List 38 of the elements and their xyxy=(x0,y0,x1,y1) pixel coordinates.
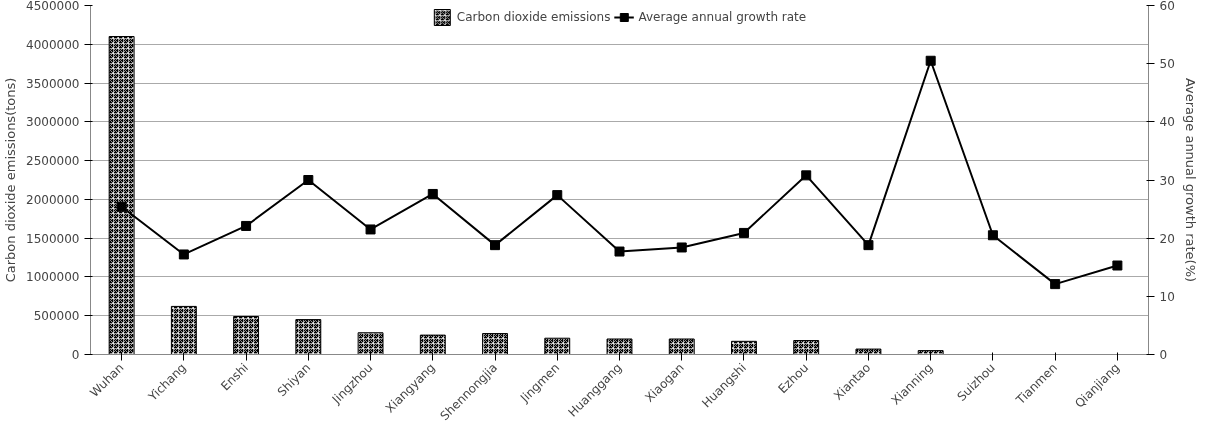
y-tick-label: 500000 xyxy=(33,309,80,324)
point xyxy=(676,242,687,253)
point xyxy=(241,220,252,231)
legend-label: Average annual growth rate xyxy=(638,10,807,24)
legend-label: Carbon dioxide emissions xyxy=(456,10,611,24)
y2-tick-label: 10 xyxy=(1159,289,1175,304)
point xyxy=(178,249,189,260)
y-tick-label: 3500000 xyxy=(26,76,80,91)
point xyxy=(987,230,998,241)
y2-tick-label: 40 xyxy=(1159,115,1175,130)
y2-tick-label: 20 xyxy=(1159,231,1175,246)
y-tick-label: 1500000 xyxy=(26,231,80,246)
y2-tick-label: 60 xyxy=(1159,0,1175,13)
point xyxy=(925,55,936,66)
y-tick-label: 2000000 xyxy=(26,192,80,207)
point xyxy=(552,190,563,201)
point xyxy=(1112,260,1123,271)
y-tick-label: 4500000 xyxy=(26,0,80,13)
point xyxy=(1050,279,1061,290)
y-tick-label: 3000000 xyxy=(26,115,80,130)
point xyxy=(614,246,625,257)
point xyxy=(427,188,438,199)
y-tick-label: 1000000 xyxy=(26,270,80,285)
point xyxy=(801,170,812,181)
point xyxy=(490,240,501,251)
y2-axis-title: Average annual growth rate(%) xyxy=(1182,77,1198,283)
y-tick-label: 2500000 xyxy=(26,154,80,169)
point xyxy=(303,175,314,185)
y2-tick-label: 50 xyxy=(1159,57,1175,72)
point xyxy=(863,240,874,251)
y-axis-title: Carbon dioxide emissions(tons) xyxy=(3,77,19,283)
point xyxy=(116,201,127,212)
point xyxy=(738,227,749,238)
y-tick-label: 4000000 xyxy=(26,37,80,52)
y-tick-label: 0 xyxy=(71,348,80,362)
point xyxy=(365,224,376,235)
y2-tick-label: 0 xyxy=(1159,348,1168,362)
y2-tick-label: 30 xyxy=(1159,173,1175,188)
